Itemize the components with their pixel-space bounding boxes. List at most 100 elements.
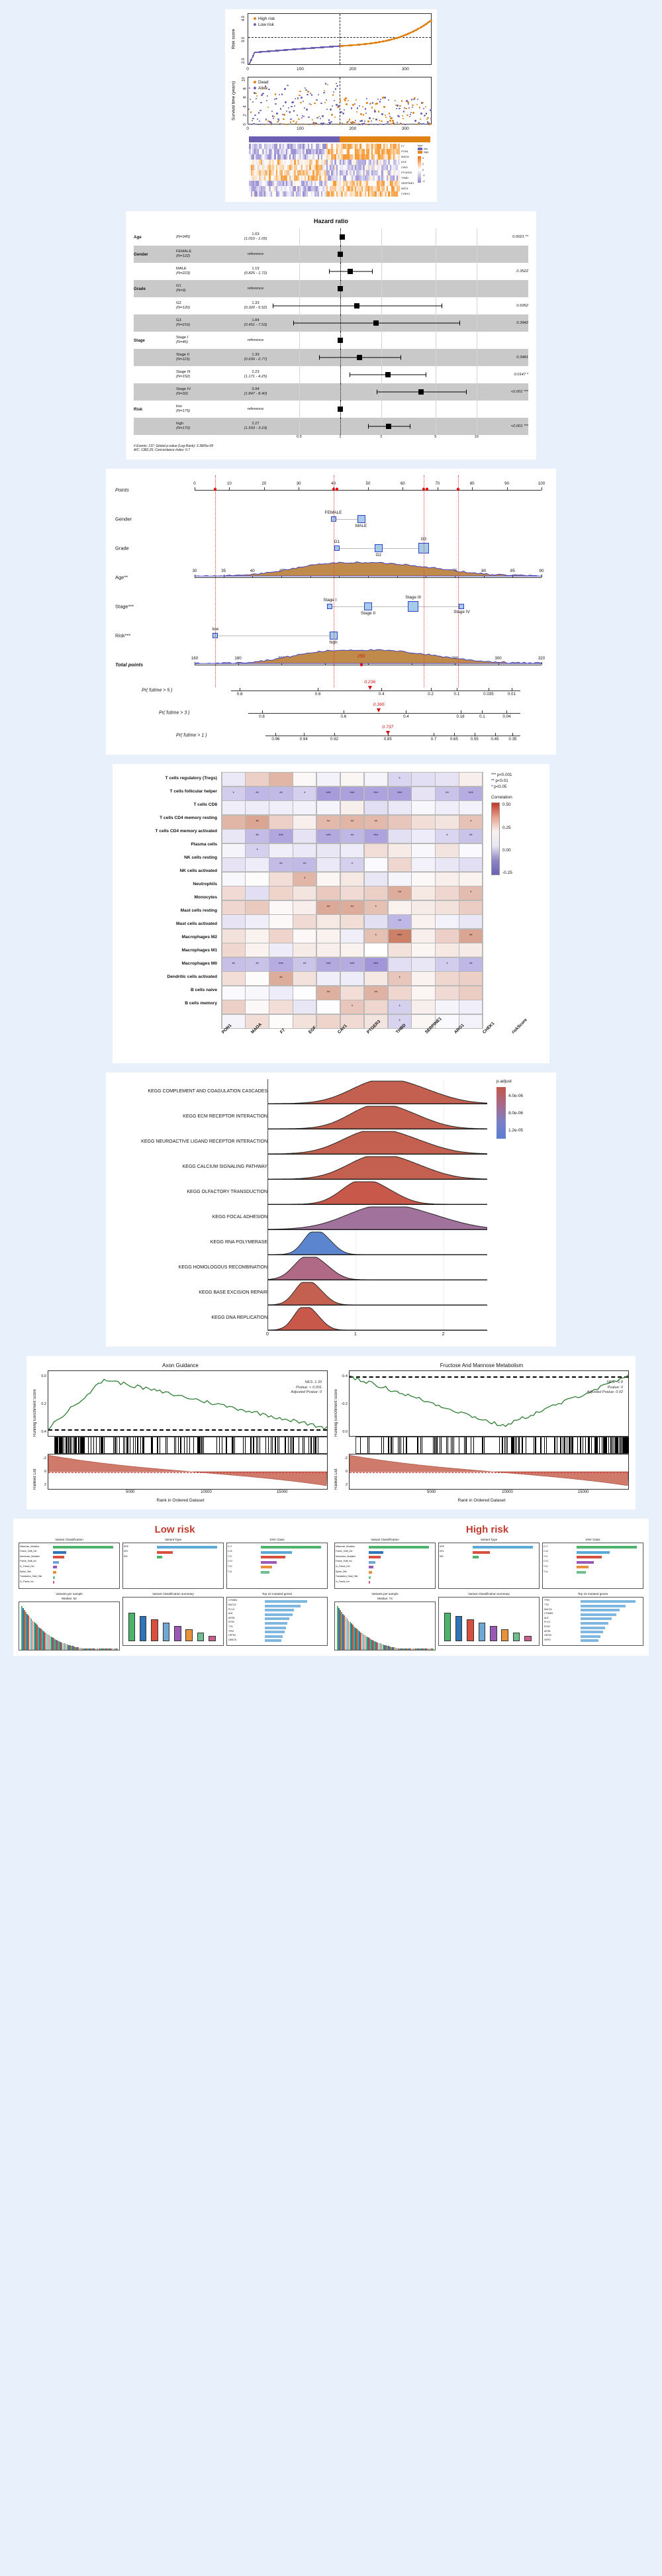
expression-cell	[249, 165, 251, 170]
expression-cell	[299, 191, 301, 197]
expression-cell	[272, 165, 274, 170]
expression-cell	[306, 149, 308, 154]
corr-cell	[269, 929, 293, 943]
expression-cell	[331, 181, 333, 186]
maf-sample-bar	[421, 1648, 422, 1650]
expression-cell	[357, 181, 360, 186]
maf-sample-bar	[66, 1644, 68, 1650]
maf-bar	[157, 1556, 163, 1559]
expression-cell	[328, 160, 330, 165]
corr-cell	[293, 915, 316, 928]
expression-cell	[363, 165, 365, 170]
expression-cell	[275, 186, 278, 191]
expression-cell	[260, 154, 263, 160]
survival-point	[391, 117, 393, 119]
expression-cell	[312, 175, 314, 181]
survival-point	[303, 116, 305, 118]
expression-cell	[249, 144, 251, 149]
gsea-hit-tick	[272, 1437, 273, 1453]
expression-cell	[336, 144, 338, 149]
expression-cell	[396, 149, 399, 154]
expression-cell	[329, 191, 332, 197]
expression-cell	[287, 170, 289, 175]
expression-cell	[383, 144, 385, 149]
ridge-row	[268, 1104, 487, 1129]
survival-point	[393, 123, 396, 126]
expression-cell	[259, 170, 261, 175]
expression-cell	[320, 165, 323, 170]
expression-cell	[367, 175, 370, 181]
maf-sample-bar	[354, 1626, 355, 1650]
maf-gene-label: TTN	[228, 1625, 233, 1628]
expression-cell	[284, 186, 286, 191]
survival-point	[384, 97, 386, 99]
forest-ci-cap	[459, 320, 461, 326]
maf-sample-bar	[382, 1644, 384, 1650]
survival-point	[271, 115, 274, 117]
axis-tick: 300	[401, 67, 409, 72]
corr-cell	[293, 830, 316, 843]
expression-cell	[378, 165, 380, 170]
corr-cell	[316, 843, 340, 857]
maf-bar-label: In_Frame_Ins	[20, 1580, 34, 1583]
nomogram-tick-label: 80	[481, 568, 487, 573]
expression-cell	[279, 165, 281, 170]
maf-sample-bar	[115, 1648, 117, 1650]
gsea-hit-tick	[441, 1437, 442, 1453]
ridge-axis-tick: 0	[266, 1332, 269, 1337]
survival-point	[263, 123, 266, 126]
expression-cell	[395, 154, 397, 160]
expression-cell	[249, 181, 251, 186]
expression-cell	[289, 181, 291, 186]
expression-cell	[294, 175, 296, 181]
expression-cell	[381, 149, 383, 154]
survival-point	[422, 101, 424, 103]
corr-cell	[412, 986, 435, 1000]
corr-cell: *	[222, 787, 245, 800]
expression-cell	[376, 186, 379, 191]
maf-sample-bar	[355, 1627, 356, 1650]
forest-gridline	[381, 280, 382, 297]
survival-point	[287, 85, 289, 87]
expression-cell	[378, 154, 380, 160]
nomogram-category-box	[357, 514, 365, 523]
expression-cell	[310, 160, 313, 165]
ridge-plot-area	[267, 1079, 487, 1331]
expression-cell	[341, 175, 343, 181]
corr-cell	[412, 886, 435, 900]
expression-cell	[395, 181, 397, 186]
nomogram-row-label: Grade	[115, 545, 129, 551]
maf-bar-label: C>G	[544, 1560, 549, 1563]
expression-cell	[344, 144, 346, 149]
maf-box	[467, 1619, 474, 1641]
expression-cell	[292, 175, 295, 181]
nomogram-category-label: MALE	[355, 523, 367, 528]
gsea-stat: NES: -1.8	[606, 1380, 623, 1384]
gsea-hit-tick	[504, 1437, 505, 1453]
nomogram-category-label: Stage III	[405, 595, 422, 600]
expression-cell	[391, 144, 393, 149]
maf-chart-title: Variant Type	[164, 1538, 182, 1541]
expression-cell	[344, 160, 346, 165]
survival-point	[300, 101, 302, 104]
expression-cell	[310, 149, 313, 154]
expression-cell	[285, 160, 288, 165]
expression-cell	[364, 175, 367, 181]
maf-gene-label: PCLO	[228, 1607, 235, 1611]
maf-gene-label: XIRP2	[544, 1638, 551, 1641]
nomogram-category-box	[329, 631, 338, 640]
corr-cell	[246, 929, 269, 943]
corr-cell	[364, 872, 388, 886]
maf-sample-bar	[357, 1630, 359, 1650]
survival-point	[412, 104, 414, 106]
gsea-ytick: -2	[344, 1456, 348, 1460]
forest-gridline	[381, 228, 382, 246]
gsea-hit-tick	[506, 1437, 508, 1453]
expression-cell	[275, 149, 278, 154]
expression-cell	[287, 154, 289, 160]
expression-cell	[348, 181, 350, 186]
expression-cell	[307, 170, 310, 175]
expression-cell	[306, 175, 308, 181]
maf-sample-bar	[87, 1648, 89, 1650]
maf-sample-bar	[99, 1648, 101, 1650]
